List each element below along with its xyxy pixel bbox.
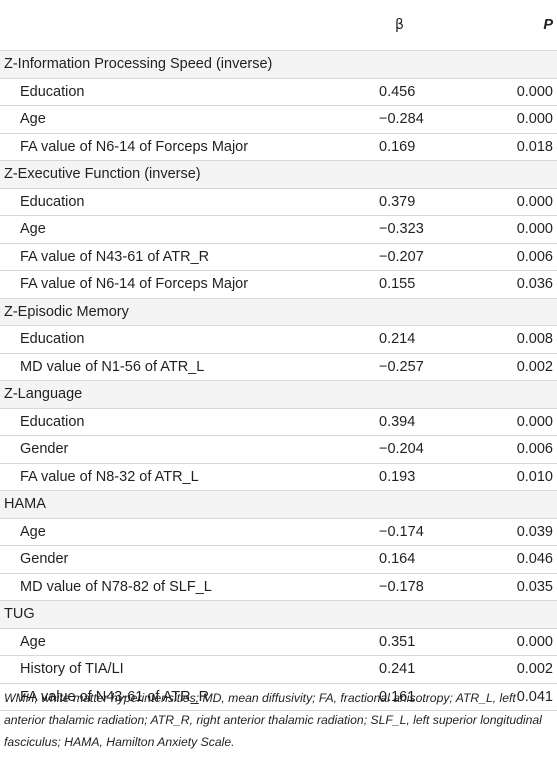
row-beta: −0.174 xyxy=(346,518,464,546)
row-beta: −0.284 xyxy=(346,105,464,134)
table-row: FA value of N43-61 of ATR_R −0.207 0.006 xyxy=(0,243,557,271)
row-beta: 0.169 xyxy=(346,133,464,161)
header-empty xyxy=(0,0,346,51)
row-p: 0.010 xyxy=(464,463,557,491)
row-beta: 0.155 xyxy=(346,270,464,299)
row-label: MD value of N78-82 of SLF_L xyxy=(0,573,346,601)
group-header-row: TUG xyxy=(0,600,557,629)
row-p: 0.000 xyxy=(464,105,557,134)
row-p: 0.041 xyxy=(464,683,557,711)
row-p: 0.008 xyxy=(464,325,557,354)
header-row: β P xyxy=(0,0,557,51)
table-row: MD value of N78-82 of SLF_L −0.178 0.035 xyxy=(0,573,557,601)
row-beta: −0.207 xyxy=(346,243,464,271)
table-row: Gender −0.204 0.006 xyxy=(0,435,557,464)
row-label: Age xyxy=(0,518,346,546)
row-label: Education xyxy=(0,408,346,436)
row-p: 0.006 xyxy=(464,243,557,271)
row-p: 0.000 xyxy=(464,215,557,244)
group-title: HAMA xyxy=(0,490,557,519)
table-body: Z-Information Processing Speed (inverse)… xyxy=(0,50,557,711)
group-title: TUG xyxy=(0,600,557,629)
group-header-row: HAMA xyxy=(0,490,557,519)
row-label: Gender xyxy=(0,545,346,574)
row-label: FA value of N43-61 of ATR_R xyxy=(0,243,346,271)
row-label: Education xyxy=(0,78,346,106)
row-p: 0.000 xyxy=(464,188,557,216)
table-row: FA value of N6-14 of Forceps Major 0.155 0… xyxy=(0,270,557,299)
row-beta: −0.204 xyxy=(346,435,464,464)
row-label: MD value of N1-56 of ATR_L xyxy=(0,353,346,381)
group-header-row: Z-Episodic Memory xyxy=(0,298,557,326)
row-p: 0.035 xyxy=(464,573,557,601)
regression-table: β P Z-Information Processing Speed (inve… xyxy=(0,0,557,711)
table-row: Gender 0.164 0.046 xyxy=(0,545,557,574)
row-label: FA value of N43-61 of ATR_R xyxy=(0,683,346,711)
table-footnote: WMH, white matter hyperintensities; MD, … xyxy=(4,691,542,749)
row-label: Age xyxy=(0,628,346,656)
group-title: Z-Executive Function (inverse) xyxy=(0,160,557,189)
table-row: Age 0.351 0.000 xyxy=(0,628,557,656)
row-p: 0.000 xyxy=(464,628,557,656)
row-p: 0.000 xyxy=(464,78,557,106)
row-label: Age xyxy=(0,215,346,244)
row-beta: 0.164 xyxy=(346,545,464,574)
table-row: FA value of N6-14 of Forceps Major 0.169 0… xyxy=(0,133,557,161)
group-title: Z-Episodic Memory xyxy=(0,298,557,326)
row-p: 0.018 xyxy=(464,133,557,161)
row-beta: 0.351 xyxy=(346,628,464,656)
row-label: Age xyxy=(0,105,346,134)
table-row: Age −0.323 0.000 xyxy=(0,215,557,244)
row-beta: 0.161 xyxy=(346,683,464,711)
table-row: Education 0.456 0.000 xyxy=(0,78,557,106)
row-p: 0.000 xyxy=(464,408,557,436)
table-row: MD value of N1-56 of ATR_L −0.257 0.002 xyxy=(0,353,557,381)
header-p: P xyxy=(464,0,557,51)
table-row: Education 0.214 0.008 xyxy=(0,325,557,354)
table-row: Age −0.174 0.039 xyxy=(0,518,557,546)
row-label: FA value of N8-32 of ATR_L xyxy=(0,463,346,491)
table-row: History of TIA/LI 0.241 0.002 xyxy=(0,655,557,684)
row-beta: −0.323 xyxy=(346,215,464,244)
header-beta: β xyxy=(346,0,464,51)
row-p: 0.006 xyxy=(464,435,557,464)
group-header-row: Z-Language xyxy=(0,380,557,409)
table-row: Age −0.284 0.000 xyxy=(0,105,557,134)
row-label: FA value of N6-14 of Forceps Major xyxy=(0,133,346,161)
group-title: Z-Information Processing Speed (inverse) xyxy=(0,50,557,79)
row-beta: 0.394 xyxy=(346,408,464,436)
table-row: FA value of N8-32 of ATR_L 0.193 0.010 xyxy=(0,463,557,491)
table-row: Education 0.379 0.000 xyxy=(0,188,557,216)
table-row: FA value of N43-61 of ATR_R 0.161 0.041 xyxy=(0,683,557,711)
row-beta: −0.257 xyxy=(346,353,464,381)
row-p: 0.036 xyxy=(464,270,557,299)
row-beta: 0.379 xyxy=(346,188,464,216)
row-beta: 0.214 xyxy=(346,325,464,354)
row-p: 0.002 xyxy=(464,655,557,684)
group-title: Z-Language xyxy=(0,380,557,409)
row-p: 0.039 xyxy=(464,518,557,546)
group-header-row: Z-Executive Function (inverse) xyxy=(0,160,557,189)
row-label: Education xyxy=(0,325,346,354)
table-row: Education 0.394 0.000 xyxy=(0,408,557,436)
row-beta: 0.456 xyxy=(346,78,464,106)
row-p: 0.046 xyxy=(464,545,557,574)
row-label: Education xyxy=(0,188,346,216)
row-beta: 0.193 xyxy=(346,463,464,491)
row-beta: −0.178 xyxy=(346,573,464,601)
row-label: FA value of N6-14 of Forceps Major xyxy=(0,270,346,299)
row-label: History of TIA/LI xyxy=(0,655,346,684)
row-beta: 0.241 xyxy=(346,655,464,684)
group-header-row: Z-Information Processing Speed (inverse) xyxy=(0,50,557,79)
row-p: 0.002 xyxy=(464,353,557,381)
row-label: Gender xyxy=(0,435,346,464)
